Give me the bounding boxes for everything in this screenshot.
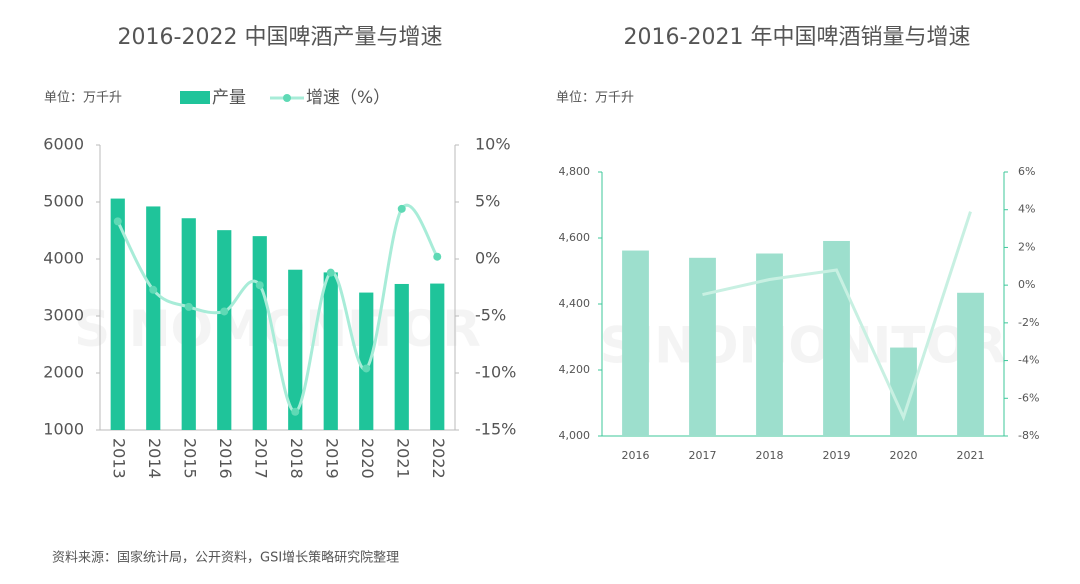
x-tick-label: 2017 xyxy=(251,438,270,479)
x-tick-label: 2016 xyxy=(216,438,235,479)
chart-title: 2016-2022 中国啤酒产量与增速 xyxy=(118,25,443,50)
y2-tick-label: 6% xyxy=(1018,165,1035,178)
bar xyxy=(957,292,984,436)
watermark: SINOMONITOR xyxy=(600,317,1007,375)
y2-tick-label: 5% xyxy=(475,192,500,211)
bar xyxy=(252,236,267,430)
growth-point xyxy=(362,364,371,373)
x-tick-label: 2018 xyxy=(756,449,784,462)
y-tick-label: 1000 xyxy=(43,420,84,439)
x-tick-label: 2019 xyxy=(322,438,341,479)
y-tick-label: 4,000 xyxy=(559,429,591,442)
legend-label: 增速（%） xyxy=(306,88,390,108)
bar xyxy=(217,230,232,430)
y2-tick-label: 0% xyxy=(475,249,500,268)
growth-point xyxy=(220,307,229,316)
x-tick-label: 2018 xyxy=(287,438,306,479)
bar xyxy=(394,283,409,430)
growth-point xyxy=(113,217,122,226)
legend-dot xyxy=(283,94,291,102)
legend-swatch xyxy=(180,91,210,104)
legend-label: 产量 xyxy=(212,88,246,108)
y2-tick-label: -8% xyxy=(1018,429,1039,442)
x-tick-label: 2019 xyxy=(823,449,851,462)
bar xyxy=(622,250,649,436)
y-tick-label: 3000 xyxy=(43,306,84,325)
y-tick-label: 4,400 xyxy=(559,297,591,310)
x-tick-label: 2017 xyxy=(689,449,717,462)
growth-point xyxy=(397,204,406,213)
y2-tick-label: -6% xyxy=(1018,391,1039,404)
y-tick-label: 4,800 xyxy=(559,165,591,178)
bar xyxy=(323,272,338,430)
y-tick-label: 4,600 xyxy=(559,231,591,244)
bar xyxy=(689,257,716,436)
growth-line xyxy=(702,211,972,422)
y-tick-label: 6000 xyxy=(43,135,84,154)
y2-tick-label: 2% xyxy=(1018,240,1035,253)
growth-point xyxy=(433,252,442,261)
bar xyxy=(359,292,374,430)
x-tick-label: 2020 xyxy=(890,449,918,462)
y2-tick-label: -4% xyxy=(1018,354,1039,367)
source-note: 资料来源：国家统计局，公开资料，GSI增长策略研究院整理 xyxy=(52,550,399,566)
y2-tick-label: -15% xyxy=(475,420,516,439)
y-tick-label: 4,200 xyxy=(559,363,591,376)
y2-tick-label: -5% xyxy=(475,306,506,325)
growth-point xyxy=(184,302,193,311)
y-tick-label: 5000 xyxy=(43,192,84,211)
bar xyxy=(288,269,303,430)
x-tick-label: 2014 xyxy=(145,438,164,479)
chart-title: 2016-2021 年中国啤酒销量与增速 xyxy=(624,25,971,50)
y2-tick-label: 10% xyxy=(475,135,511,154)
y-tick-label: 4000 xyxy=(43,249,84,268)
y-tick-label: 2000 xyxy=(43,363,84,382)
growth-point xyxy=(326,268,335,277)
x-tick-label: 2013 xyxy=(109,438,128,479)
unit-label: 单位：万千升 xyxy=(44,91,122,106)
bar xyxy=(110,198,125,430)
x-tick-label: 2021 xyxy=(957,449,985,462)
y2-tick-label: 4% xyxy=(1018,203,1035,216)
growth-point xyxy=(255,281,264,290)
bar xyxy=(430,283,445,430)
x-tick-label: 2021 xyxy=(393,438,412,479)
y2-tick-label: -10% xyxy=(475,363,516,382)
growth-point xyxy=(149,285,158,294)
unit-label: 单位：万千升 xyxy=(556,91,634,106)
x-tick-label: 2016 xyxy=(622,449,650,462)
x-tick-label: 2020 xyxy=(358,438,377,479)
bar xyxy=(146,206,161,430)
bar xyxy=(181,218,196,430)
y2-tick-label: -2% xyxy=(1018,316,1039,329)
x-tick-label: 2015 xyxy=(180,438,199,479)
bar xyxy=(756,253,783,436)
x-tick-label: 2022 xyxy=(429,438,448,479)
growth-point xyxy=(291,407,300,416)
y2-tick-label: 0% xyxy=(1018,278,1035,291)
